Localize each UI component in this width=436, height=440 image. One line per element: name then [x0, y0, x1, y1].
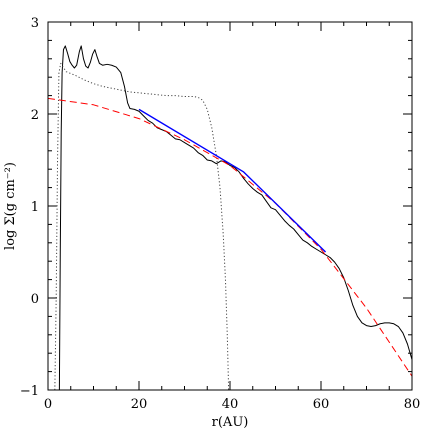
plot-frame	[47, 21, 413, 391]
x-tick-label: 40	[222, 397, 239, 412]
tick-labels: 0 20 40 60 80 −1 0 1 2 3	[20, 16, 420, 412]
solid-profile-line	[58, 45, 413, 391]
x-tick-label: 80	[404, 397, 421, 412]
y-axis-title: log Σ(g cm⁻²)	[3, 162, 18, 250]
y-tick-label: 2	[31, 108, 39, 123]
x-tick-label: 0	[44, 397, 52, 412]
minor-ticks	[47, 21, 413, 391]
x-tick-label: 60	[313, 397, 330, 412]
major-ticks	[47, 21, 413, 391]
blue-powerlaw-line	[138, 108, 327, 253]
x-axis-title: r(AU)	[212, 415, 249, 430]
y-tick-label: 3	[31, 16, 39, 31]
y-tick-label: −1	[20, 384, 39, 399]
dashed-fit-line	[47, 97, 413, 377]
y-tick-label: 0	[31, 292, 39, 307]
series-layer	[47, 45, 413, 391]
y-tick-label: 1	[31, 200, 39, 215]
x-tick-label: 20	[131, 397, 148, 412]
dotted-profile-line	[54, 62, 230, 391]
